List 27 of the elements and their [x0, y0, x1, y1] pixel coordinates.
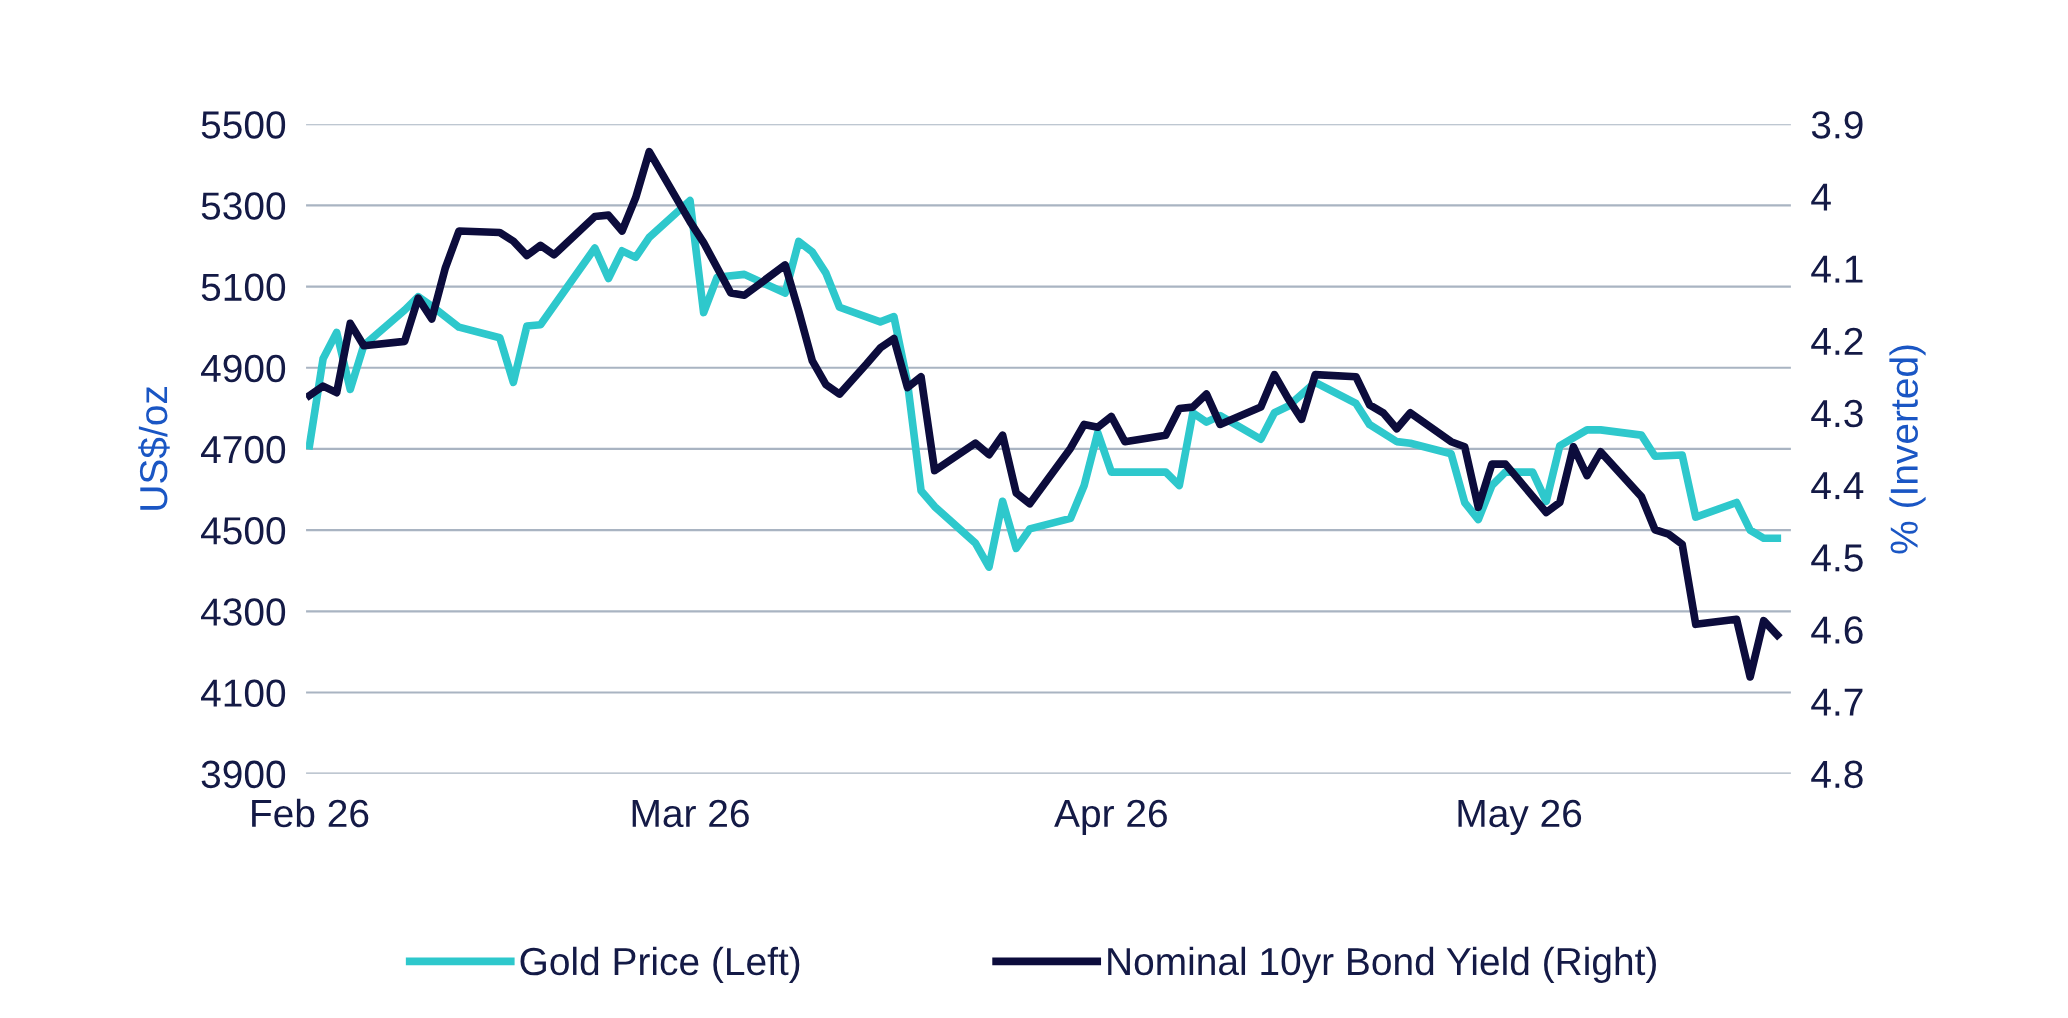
y-tick-label: 4900	[201, 354, 286, 383]
y-tick-label: 5100	[201, 273, 286, 302]
y-tick-label: 4300	[201, 598, 286, 626]
y2-tick-label: 3.9	[1811, 111, 1863, 139]
x-tick-label: Feb 26	[252, 798, 369, 828]
y-tick-label: 4500	[201, 517, 286, 545]
y2-tick-label: 4.3	[1811, 399, 1863, 428]
y-axis-title: US$/oz	[138, 387, 170, 510]
y2-tick-label: 4.6	[1811, 616, 1863, 644]
y-tick-label: 4100	[201, 679, 286, 707]
x-tick-label: May 26	[1458, 799, 1582, 835]
y2-axis-title: % (Inverted)	[1889, 345, 1926, 554]
y-tick-label: 5300	[201, 192, 286, 220]
x-tick-label: Apr 26	[1054, 799, 1167, 835]
y2-tick-label: 4.4	[1811, 472, 1864, 500]
y2-tick-label: 4.8	[1811, 760, 1863, 789]
y2-tick-label: 4.1	[1811, 255, 1863, 283]
y2-tick-label: 4.7	[1811, 688, 1863, 716]
y-tick-label: 3900	[201, 760, 286, 789]
y2-tick-label: 4.5	[1811, 544, 1863, 572]
legend-label: Gold Price (Left)	[520, 946, 800, 983]
y-tick-label: 4700	[201, 435, 286, 464]
y2-tick-label: 4	[1811, 183, 1831, 211]
y-tick-label: 5500	[201, 111, 286, 139]
x-tick-label: Mar 26	[632, 799, 749, 828]
y2-tick-label: 4.2	[1811, 327, 1863, 355]
legend-label: Nominal 10yr Bond Yield (Right)	[1108, 946, 1656, 983]
